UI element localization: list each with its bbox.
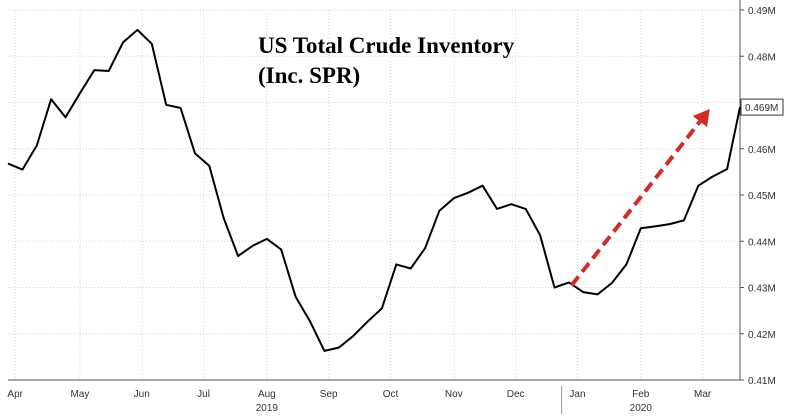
x-tick-label: Dec — [507, 389, 525, 400]
x-tick-label: Apr — [7, 389, 23, 400]
x-tick-label: Feb — [632, 389, 650, 400]
annotation-layer — [570, 109, 710, 287]
last-value-badge — [740, 98, 784, 116]
x-tick-label: Nov — [445, 389, 463, 400]
x-tick-label: Oct — [383, 389, 399, 400]
series-line — [7, 28, 741, 352]
last-value-label: 0.469M — [745, 103, 778, 114]
y-tick-label: 0.41M — [748, 376, 776, 387]
y-tick-label: 0.43M — [748, 284, 776, 295]
x-tick-label: Aug — [258, 389, 276, 400]
last-value-layer: 0.469M — [740, 98, 784, 116]
y-tick-label: 0.45M — [748, 191, 776, 202]
chart-title-line-2: (Inc. SPR) — [258, 63, 360, 88]
year-label: 2020 — [630, 403, 653, 414]
x-tick-label: Jan — [569, 389, 585, 400]
x-tick-label: Sep — [320, 389, 338, 400]
gridlines — [8, 9, 740, 381]
trend-arrow-shaft — [570, 120, 702, 287]
x-tick-label: Jun — [134, 389, 150, 400]
trend-arrow-head — [692, 109, 710, 128]
x-tick-label: May — [70, 389, 89, 400]
y-tick-label: 0.44M — [748, 237, 776, 248]
chart-title-line-1: US Total Crude Inventory — [258, 33, 515, 58]
x-tick-label: Mar — [694, 389, 712, 400]
x-tick-label: Jul — [197, 389, 210, 400]
series-layer — [7, 28, 741, 352]
year-label: 2019 — [256, 403, 279, 414]
y-tick-label: 0.49M — [748, 6, 776, 17]
x-axis: Apr May Jun Jul Aug Sep Oct Nov Dec Jan Feb Mar 2019… — [7, 379, 740, 414]
y-tick-label: 0.46M — [748, 145, 776, 156]
y-tick-label: 0.48M — [748, 52, 776, 63]
y-axis: 0.41M0.42M0.43M0.44M0.45M0.46M0.47M0.48M… — [739, 0, 776, 387]
y-tick-label: 0.42M — [748, 330, 776, 341]
